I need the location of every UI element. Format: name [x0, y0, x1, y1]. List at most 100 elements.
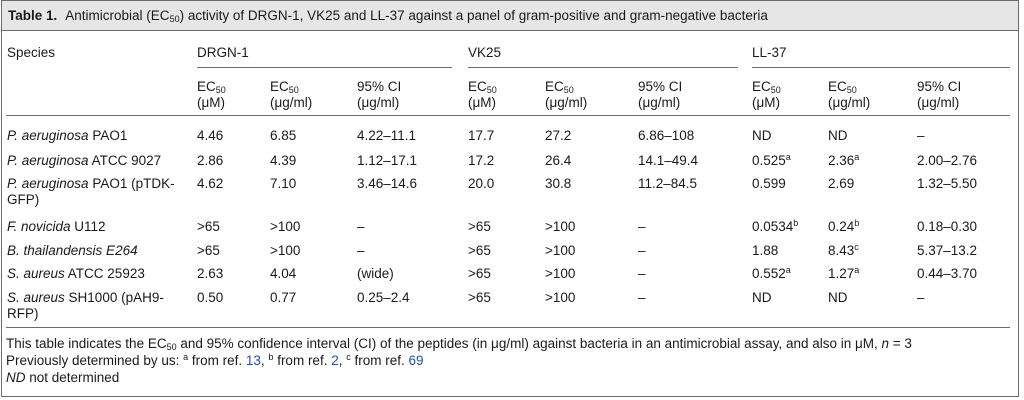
cell-value: 2.63	[197, 266, 224, 281]
footnote-line-1: This table indicates the EC50 and 95% co…	[6, 336, 912, 352]
fn1-pre: This table indicates the EC	[6, 336, 167, 351]
value-drgn1-ec-ugml: 4.04	[270, 266, 296, 282]
subheader-line1: 95% CI	[638, 79, 682, 95]
value-ll37-ci: –	[917, 128, 925, 144]
subheader-ec-sub: 50	[770, 85, 781, 95]
cell-value: ND	[828, 128, 848, 143]
species-line: S. aureus SH1000 (pAH9-	[7, 290, 164, 306]
cell-value: 0.24	[828, 219, 855, 234]
species-cell: F. novicida U112	[7, 219, 106, 235]
species-cell: B. thailandensis E264	[7, 243, 138, 259]
species-strain: ATCC 25923	[64, 266, 145, 281]
value-ll37-ci: –	[917, 290, 925, 306]
fn2-from-c: from ref.	[350, 353, 409, 368]
cell-value: –	[638, 219, 646, 234]
header-rule	[6, 115, 1010, 116]
species-line-2: GFP)	[7, 192, 40, 207]
cell-value: >65	[197, 243, 220, 258]
value-ll37-ec-ugml: 0.24b	[828, 219, 859, 235]
value-vk25-ec-um: >65	[468, 290, 491, 306]
cell-value: 1.27	[828, 266, 855, 281]
value-ll37-ci: 0.18–0.30	[917, 219, 977, 235]
value-drgn1-ci: –	[357, 219, 365, 235]
cell-value: 4.39	[270, 153, 297, 168]
subheader-ec: EC	[752, 79, 771, 94]
value-vk25-ec-ugml: 27.2	[545, 128, 571, 144]
species-italic: F. novicida	[7, 219, 71, 234]
value-drgn1-ec-um: 4.62	[197, 176, 223, 192]
species-line-2: RFP)	[7, 306, 39, 321]
footnote-marker: a	[785, 152, 791, 162]
subheader-ec-sub: 50	[288, 85, 299, 95]
header-group-vk25: VK25	[468, 45, 502, 60]
value-drgn1-ec-um: 2.86	[197, 153, 223, 169]
subheader-ci: 95% CI	[638, 79, 683, 94]
header-group-ll37: LL-37	[752, 45, 787, 60]
subheader-ec-sub: 50	[846, 85, 857, 95]
species-strain: SH1000 (pAH9-	[64, 290, 164, 305]
cell-value: >100	[545, 266, 576, 281]
cell-value: >65	[468, 266, 491, 281]
subheader-unit: (μM)	[468, 95, 497, 110]
species-cell: P. aeruginosa PAO1 (pTDK- GFP)	[7, 176, 175, 208]
cell-value: 8.43	[828, 243, 855, 258]
value-drgn1-ci: 3.46–14.6	[357, 176, 417, 192]
cell-value: 2.69	[828, 176, 855, 191]
footnote-marker: a	[854, 265, 860, 275]
subheader-line1: EC50	[270, 79, 312, 95]
fn2-from-b: from ref.	[273, 353, 332, 368]
subheader-vk25-ci: 95% CI (μg/ml)	[638, 79, 682, 111]
species-cell: S. aureus ATCC 25923	[7, 266, 145, 282]
species-strain: PAO1 (pTDK-	[88, 176, 175, 191]
fn2-pre: Previously determined by us:	[6, 353, 184, 368]
value-vk25-ec-um: 20.0	[468, 176, 494, 192]
cell-value: 0.525	[752, 153, 786, 168]
fn2-comma-1: ,	[260, 353, 269, 368]
value-ll37-ec-um: ND	[752, 290, 772, 306]
subheader-ec-sub: 50	[563, 85, 574, 95]
subheader-unit: (μg/ml)	[270, 95, 313, 110]
subheader-vk25-ec-ugml: EC50 (μg/ml)	[545, 79, 587, 111]
ref-link-2[interactable]: 2	[331, 353, 339, 368]
subheader-unit: (μM)	[752, 95, 781, 110]
cell-value: 2.36	[828, 153, 855, 168]
value-drgn1-ci: 1.12–17.1	[357, 153, 417, 169]
caption-text-pre: Antimicrobial (EC	[65, 8, 170, 23]
value-vk25-ec-um: 17.2	[468, 153, 494, 169]
species-line: P. aeruginosa PAO1 (pTDK-	[7, 176, 175, 192]
value-vk25-ci: 14.1–49.4	[638, 153, 698, 169]
group-rule-vk25	[468, 67, 738, 68]
value-ll37-ec-ugml: ND	[828, 290, 848, 306]
subheader-vk25-ec-um: EC50 (μM)	[468, 79, 497, 111]
value-ll37-ec-ugml: 1.27a	[828, 266, 859, 282]
subheader-drgn1-ci: 95% CI (μg/ml)	[357, 79, 401, 111]
subheader-line1: EC50	[468, 79, 497, 95]
fn3-text: not determined	[25, 370, 120, 385]
cell-value: –	[638, 290, 646, 305]
value-drgn1-ci: 0.25–2.4	[357, 290, 410, 306]
value-drgn1-ec-um: >65	[197, 219, 220, 235]
value-vk25-ec-um: >65	[468, 243, 491, 259]
value-drgn1-ec-um: 4.46	[197, 128, 223, 144]
value-ll37-ec-um: ND	[752, 128, 772, 144]
ref-link-13[interactable]: 13	[245, 353, 261, 368]
subheader-unit: (μg/ml)	[828, 95, 871, 110]
cell-value: >65	[468, 243, 491, 258]
value-ll37-ec-ugml: 8.43c	[828, 243, 859, 259]
cell-value: –	[917, 128, 925, 143]
caption-text-post: ) activity of DRGN-1, VK25 and LL-37 aga…	[179, 8, 768, 23]
fn1-end: = 3	[889, 336, 912, 351]
cell-value: 4.04	[270, 266, 297, 281]
subheader-ll37-ec-ugml: EC50 (μg/ml)	[828, 79, 870, 111]
ref-link-69[interactable]: 69	[408, 353, 424, 368]
cell-value: ND	[828, 290, 848, 305]
cell-value: –	[638, 266, 646, 281]
cell-value: 0.25–2.4	[357, 290, 410, 305]
value-vk25-ec-ugml: >100	[545, 290, 575, 306]
fn2-sup-c: c	[346, 352, 351, 362]
footnote-marker: c	[854, 242, 859, 252]
subheader-ci: 95% CI	[357, 79, 402, 94]
value-drgn1-ec-ugml: >100	[270, 219, 300, 235]
cell-value: ND	[752, 128, 772, 143]
subheader-ll37-ci: 95% CI (μg/ml)	[917, 79, 961, 111]
